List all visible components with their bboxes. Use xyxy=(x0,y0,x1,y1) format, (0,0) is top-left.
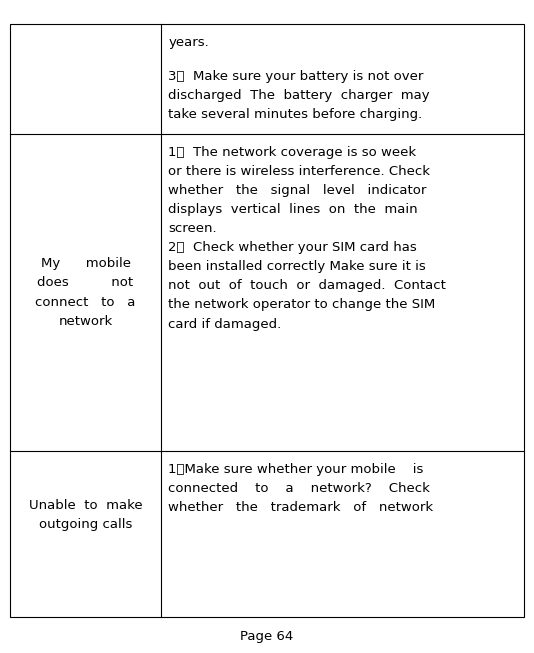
Text: Unable  to  make
outgoing calls: Unable to make outgoing calls xyxy=(29,499,143,531)
Text: years.: years. xyxy=(168,36,209,49)
Text: Page 64: Page 64 xyxy=(240,630,294,643)
Text: 2、  Check whether your SIM card has
been installed correctly Make sure it is
not: 2、 Check whether your SIM card has been … xyxy=(168,241,446,330)
Text: 3、  Make sure your battery is not over
discharged  The  battery  charger  may
ta: 3、 Make sure your battery is not over di… xyxy=(168,70,430,121)
Text: My      mobile
does          not
connect   to   a
network: My mobile does not connect to a network xyxy=(35,257,136,328)
Text: 1、Make sure whether your mobile    is
connected    to    a    network?    Check
: 1、Make sure whether your mobile is conne… xyxy=(168,463,434,514)
Text: 1、  The network coverage is so week
or there is wireless interference. Check
whe: 1、 The network coverage is so week or th… xyxy=(168,146,430,235)
